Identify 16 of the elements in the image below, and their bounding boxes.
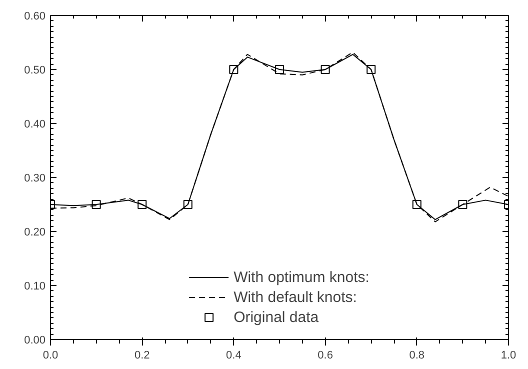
y-tick-label: 0.00 [24,334,46,346]
y-tick-label: 0.60 [24,10,46,22]
legend-label: With optimum knots: [234,268,370,286]
y-tick-label: 0.10 [24,280,46,292]
y-tick-label: 0.40 [24,118,46,130]
x-tick-label: 0.2 [134,350,150,362]
y-tick-label: 0.20 [24,226,46,238]
x-tick-label: 0.4 [226,350,242,362]
y-tick-label: 0.30 [24,172,46,184]
x-tick-label: 0.0 [42,350,58,362]
x-tick-label: 0.8 [409,350,425,362]
legend-label: Original data [234,308,319,326]
legend-label: With default knots: [234,288,357,306]
y-tick-label: 0.50 [24,64,46,76]
x-tick-label: 0.6 [318,350,333,362]
x-tick-label: 1.0 [500,350,516,362]
